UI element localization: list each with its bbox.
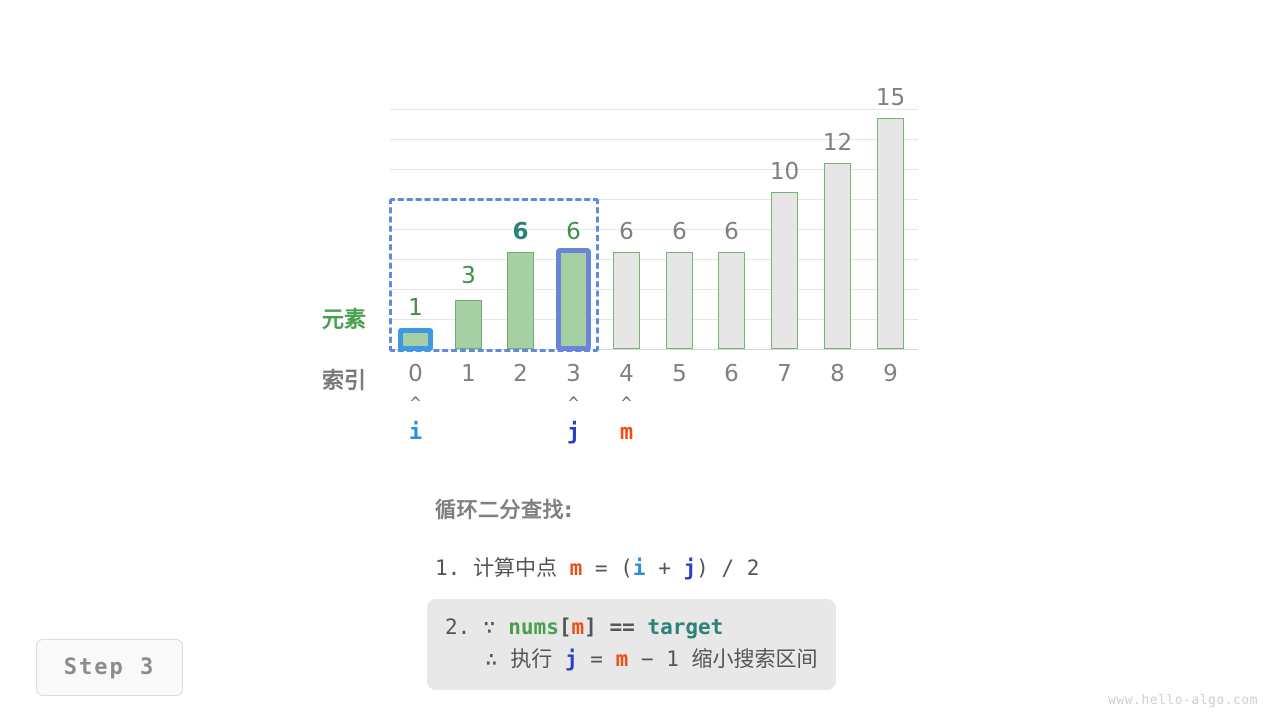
step1-i: i bbox=[632, 556, 646, 580]
pointer-caret-j: ^ bbox=[568, 394, 579, 414]
description-step-2: 2. ∵ nums[m] == target ∴ 执行 j = m − 1 缩小… bbox=[427, 598, 836, 690]
gridline bbox=[390, 139, 918, 140]
step2-bracket-close: ] bbox=[584, 614, 597, 639]
description-title: 循环二分查找: bbox=[435, 498, 573, 522]
step1-two: 2 bbox=[746, 556, 760, 580]
bar-value-8: 12 bbox=[822, 130, 853, 156]
step1-m: m bbox=[569, 556, 583, 580]
step2-line-1: 2. ∵ nums[m] == target bbox=[445, 611, 818, 644]
index-tick-3: 3 bbox=[566, 361, 581, 387]
bar-value-6: 6 bbox=[724, 219, 739, 245]
step2-j: j bbox=[564, 647, 578, 672]
axis-baseline bbox=[390, 349, 918, 350]
index-tick-7: 7 bbox=[777, 361, 792, 387]
index-tick-6: 6 bbox=[724, 361, 739, 387]
index-tick-5: 5 bbox=[672, 361, 687, 387]
bar-value-7: 10 bbox=[769, 159, 800, 185]
gridline bbox=[390, 259, 918, 260]
step2-one: 1 bbox=[666, 647, 679, 672]
step1-text: 计算中点 bbox=[472, 556, 557, 580]
gridline bbox=[390, 169, 918, 170]
pointer-label-j: j bbox=[566, 420, 581, 445]
step2-line-2: ∴ 执行 j = m − 1 缩小搜索区间 bbox=[445, 643, 818, 676]
step2-compare: == bbox=[609, 614, 635, 639]
step2-number: 2. bbox=[445, 614, 471, 639]
bar-value-0: 1 bbox=[408, 295, 423, 321]
description-step-1: 1. 计算中点 m = (i + j) / 2 bbox=[435, 552, 897, 585]
bar-2 bbox=[507, 252, 534, 349]
bar-value-4: 6 bbox=[619, 219, 634, 245]
step1-equals: = bbox=[594, 556, 608, 580]
step1-paren-close: ) bbox=[696, 556, 709, 580]
index-tick-0: 0 bbox=[408, 361, 423, 387]
step1-plus: + bbox=[658, 556, 671, 580]
bar-3 bbox=[560, 252, 587, 349]
step2-m2: m bbox=[615, 647, 629, 672]
index-tick-4: 4 bbox=[619, 361, 634, 387]
bar-7 bbox=[771, 192, 798, 349]
description-block: 循环二分查找: 1. 计算中点 m = (i + j) / 2 2. ∵ num… bbox=[427, 494, 897, 690]
bar-9 bbox=[877, 118, 904, 349]
step1-j: j bbox=[683, 556, 697, 580]
bar-value-2: 6 bbox=[512, 219, 529, 245]
row-label-element: 元素 bbox=[322, 308, 367, 333]
step2-equals: = bbox=[590, 647, 603, 672]
chart-plot-area bbox=[390, 100, 918, 350]
index-tick-2: 2 bbox=[513, 361, 528, 387]
index-tick-8: 8 bbox=[830, 361, 845, 387]
step1-number: 1. bbox=[435, 556, 461, 580]
pointer-label-m: m bbox=[619, 420, 634, 445]
watermark: www.hello-algo.com bbox=[1108, 693, 1258, 708]
step2-therefore: ∴ bbox=[485, 647, 498, 672]
gridline bbox=[390, 319, 918, 320]
row-label-index: 索引 bbox=[322, 369, 367, 394]
search-range-box bbox=[389, 198, 599, 352]
pointer-caret-m: ^ bbox=[621, 394, 632, 414]
bar-value-9: 15 bbox=[875, 85, 906, 111]
bar-value-5: 6 bbox=[672, 219, 687, 245]
index-tick-1: 1 bbox=[461, 361, 476, 387]
bar-4 bbox=[613, 252, 640, 349]
step2-nums: nums bbox=[508, 614, 559, 639]
bar-1 bbox=[455, 300, 482, 349]
step1-paren-open: ( bbox=[620, 556, 633, 580]
bar-value-1: 3 bbox=[461, 263, 476, 289]
gridline bbox=[390, 109, 918, 110]
bar-8 bbox=[824, 163, 851, 349]
index-tick-9: 9 bbox=[883, 361, 898, 387]
step2-because: ∵ bbox=[482, 614, 496, 639]
step-badge-label: Step 3 bbox=[63, 655, 156, 680]
step2-m: m bbox=[571, 614, 585, 639]
step-badge: Step 3 bbox=[36, 639, 183, 696]
bar-0 bbox=[402, 332, 429, 349]
step2-tail: 缩小搜索区间 bbox=[691, 647, 818, 672]
step2-bracket-open: [ bbox=[558, 614, 572, 639]
bar-value-3: 6 bbox=[566, 219, 581, 245]
pointer-caret-i: ^ bbox=[410, 394, 421, 414]
pointer-label-i: i bbox=[408, 420, 423, 445]
bar-5 bbox=[666, 252, 693, 349]
bar-6 bbox=[718, 252, 745, 349]
step2-minus: − bbox=[640, 647, 654, 672]
gridline bbox=[390, 229, 918, 230]
gridline bbox=[390, 199, 918, 200]
step2-exec: 执行 bbox=[510, 647, 553, 672]
step2-target: target bbox=[647, 614, 724, 639]
gridline bbox=[390, 289, 918, 290]
step1-divide: / bbox=[721, 556, 735, 580]
